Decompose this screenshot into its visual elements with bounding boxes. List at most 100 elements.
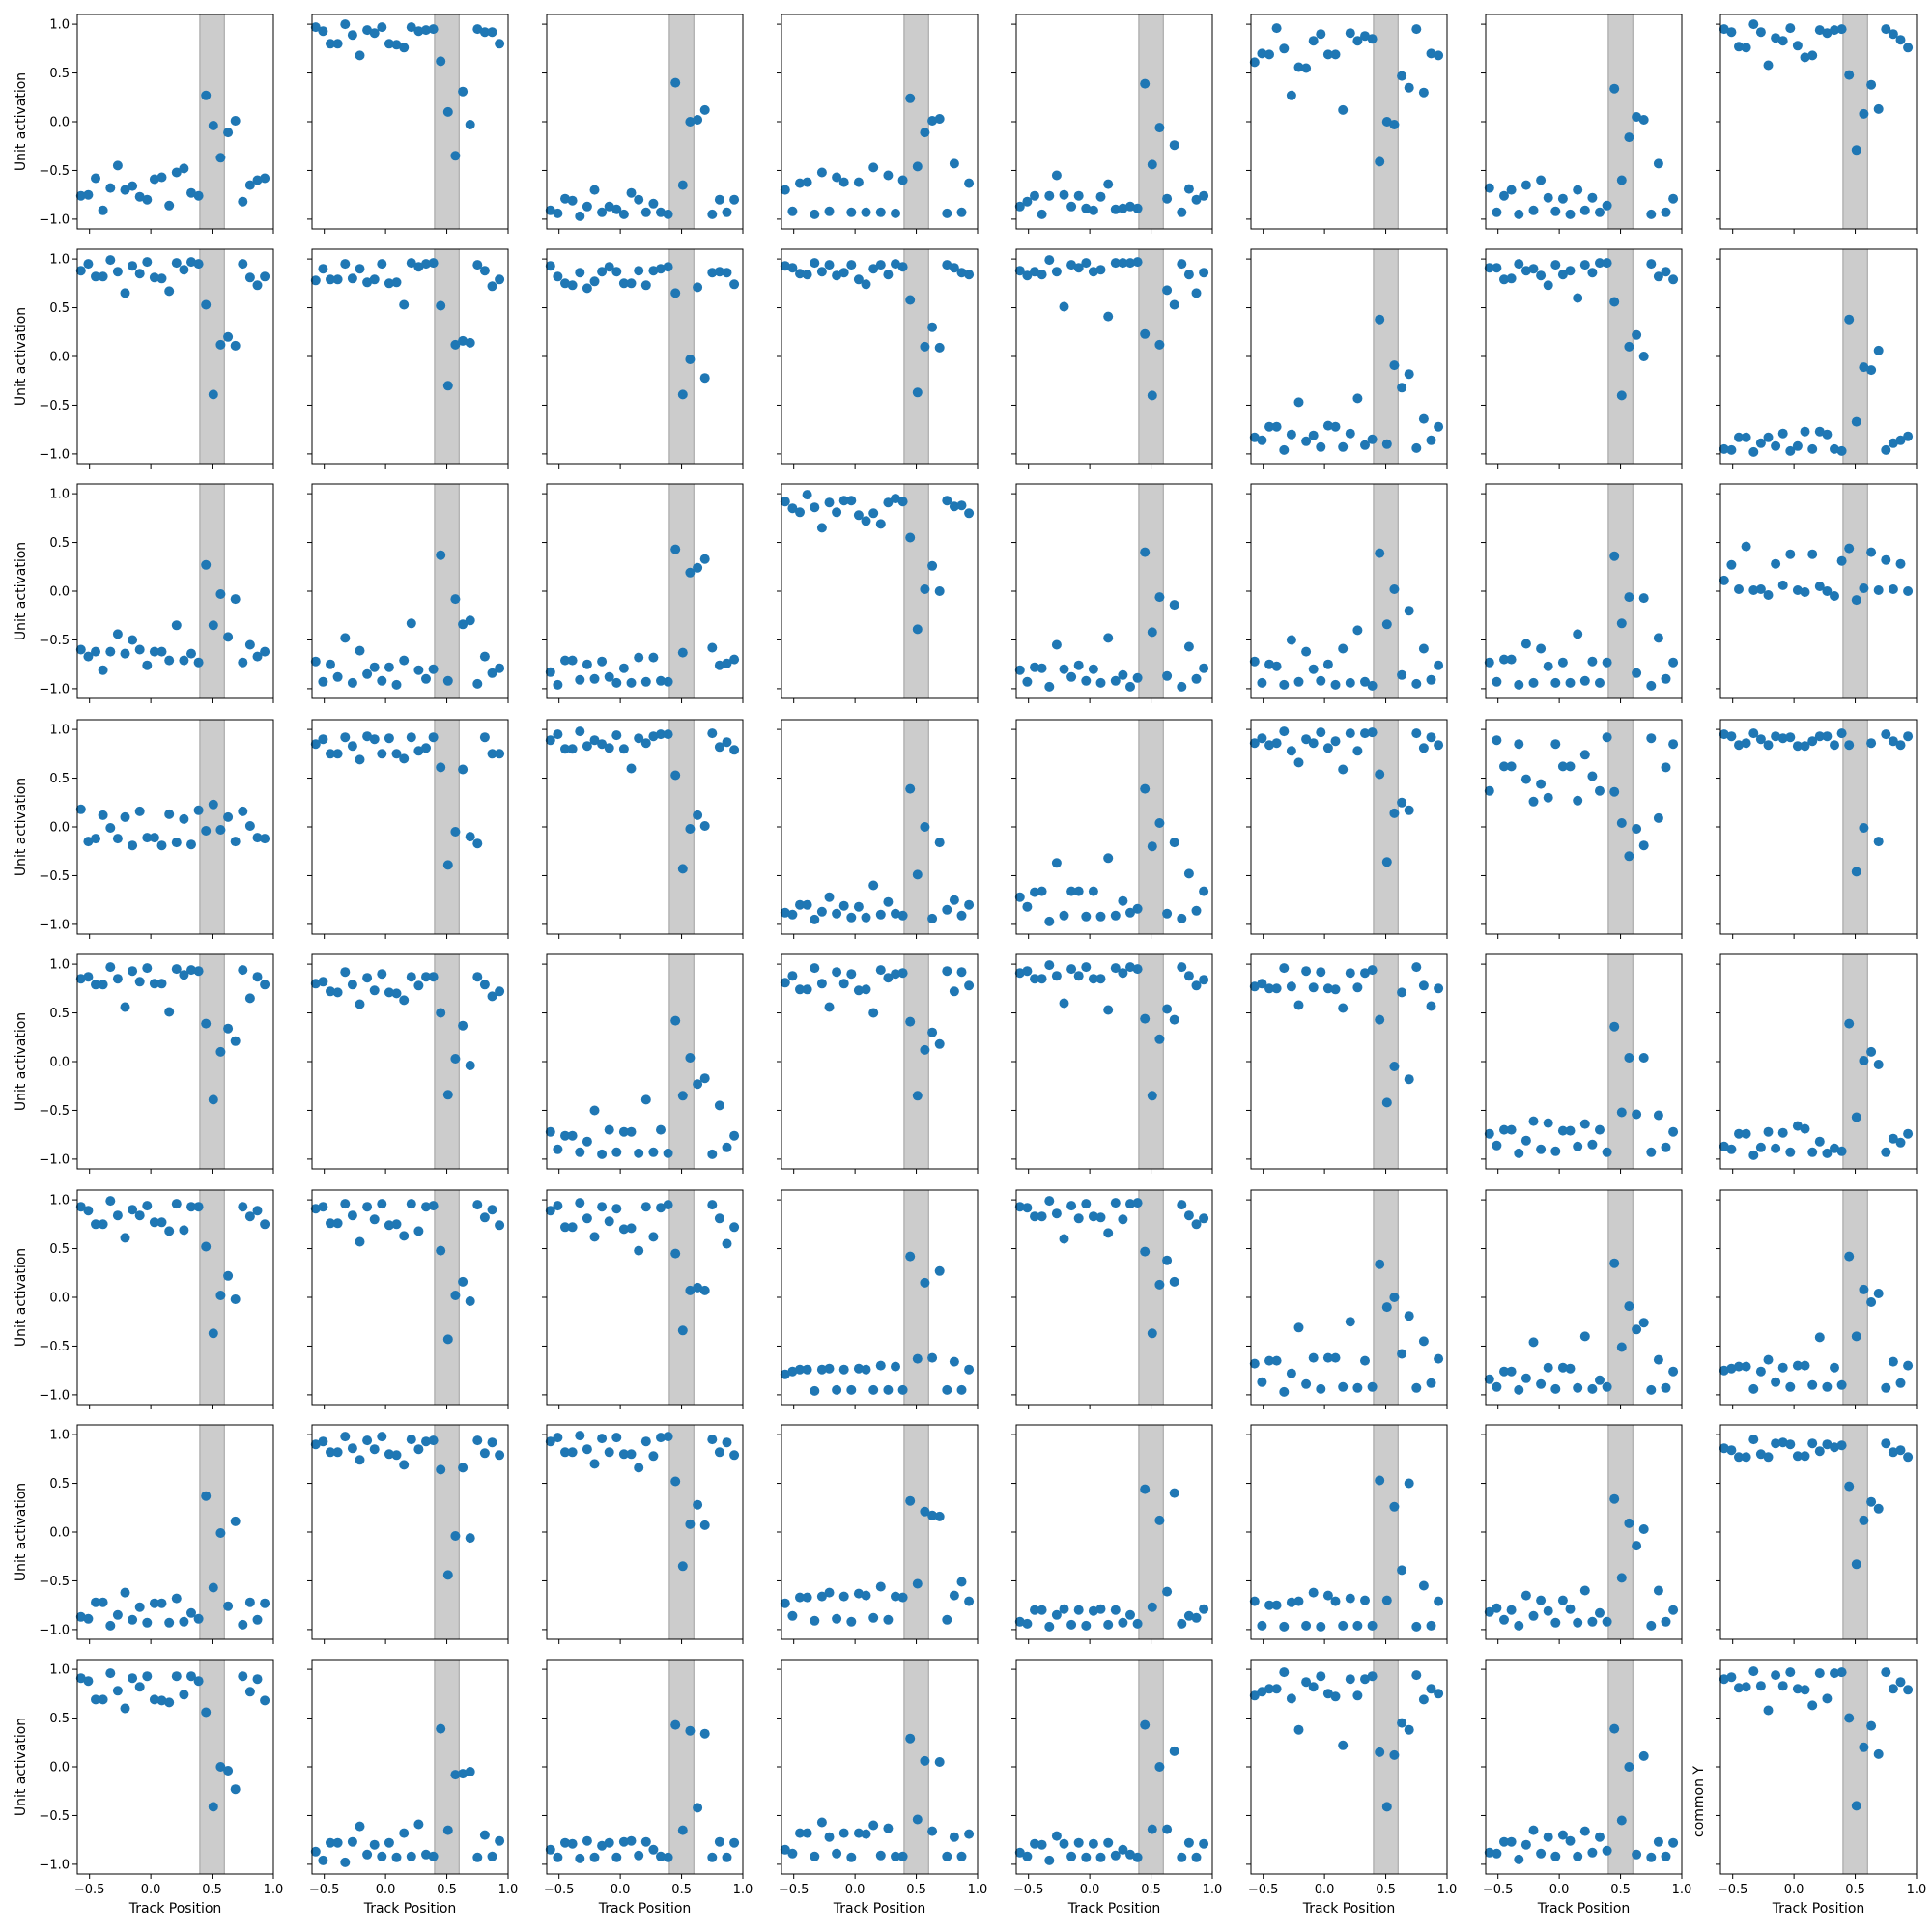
data-point [1792,585,1803,595]
data-point [105,1668,116,1679]
data-point [1375,769,1385,780]
data-point [1536,779,1547,789]
x-tick-label: 0.5 [1376,1883,1396,1897]
data-point [1030,190,1039,201]
data-point [846,496,857,506]
data-point [1565,1363,1576,1374]
data-point [802,1364,812,1375]
data-point [589,1232,600,1242]
data-point [1632,329,1642,340]
data-point [1616,175,1627,185]
data-point [927,1027,938,1037]
data-point [1814,1136,1825,1147]
data-point [120,1233,130,1243]
data-point [905,295,916,305]
data-point [164,286,175,297]
data-point [223,1023,234,1034]
data-point [1044,916,1055,926]
data-point [1888,1133,1898,1144]
y-axis-label: Unit activation [14,1012,29,1111]
data-point [905,532,916,543]
data-point [1301,646,1312,657]
data-point [699,554,710,564]
data-point [1543,1362,1553,1373]
data-point [1557,1362,1568,1373]
data-point [369,1214,380,1225]
data-point [1183,1210,1194,1221]
data-point [1183,868,1194,879]
data-point [369,1839,380,1850]
data-point [164,200,175,211]
data-point [1322,1689,1333,1699]
data-point [1037,1605,1047,1615]
data-point [1792,1121,1803,1131]
data-point [377,749,387,759]
data-point [1646,1852,1657,1862]
data-point [1140,78,1151,89]
data-point [802,177,812,187]
data-point [1573,795,1583,806]
data-point [1308,664,1319,674]
data-point [128,840,138,851]
data-point [1844,740,1855,751]
data-point [1140,328,1151,339]
data-point [685,1285,696,1295]
data-point [1881,24,1891,35]
x-tick-label: 0.5 [1141,1883,1161,1897]
data-point [332,1218,343,1229]
data-point [1169,600,1179,611]
data-point [1755,1366,1766,1377]
data-point [780,1369,790,1379]
data-point [436,56,446,67]
y-tick-label: −1.0 [39,918,70,932]
data-point [421,673,431,684]
data-point [1271,23,1282,34]
data-point [495,274,505,285]
data-point [1264,49,1274,60]
y-tick-label: −0.5 [39,399,70,413]
data-point [230,594,241,605]
data-point [1081,675,1092,686]
data-point [1177,1852,1187,1862]
x-tick-label: 0.0 [141,1883,161,1897]
data-point [495,986,505,997]
x-tick-label: 1.0 [498,1883,519,1897]
data-point [244,1597,255,1607]
shaded-region [903,248,929,465]
panel-r6c5 [1011,1189,1213,1409]
data-point [436,1008,446,1018]
data-point [1125,1849,1135,1860]
data-point [1785,445,1796,456]
data-point [164,1617,175,1628]
data-point [450,827,461,837]
data-point [1632,668,1642,678]
panel-r6c8 [1716,1189,1918,1409]
data-point [1499,274,1509,285]
data-point [553,1144,563,1154]
data-point [648,652,659,663]
data-point [1389,120,1400,129]
data-point [699,1285,710,1295]
y-tick-label: 0.5 [49,1007,70,1021]
data-point [1022,676,1033,687]
x-tick-label: 0.0 [1784,1883,1804,1897]
data-point [1646,209,1657,219]
data-point [310,739,321,750]
data-point [1557,657,1568,668]
data-point [1748,446,1759,457]
data-point [215,339,226,350]
data-point [589,735,600,746]
data-point [685,567,696,578]
data-point [1169,140,1179,151]
axes-frame [1250,719,1448,935]
data-point [1587,1383,1598,1394]
data-point [428,258,439,269]
y-tick-label: 0.0 [49,116,70,130]
data-point [1587,268,1598,278]
data-point [83,651,94,662]
data-point [1338,764,1349,775]
panel-r4c8 [1716,719,1918,939]
